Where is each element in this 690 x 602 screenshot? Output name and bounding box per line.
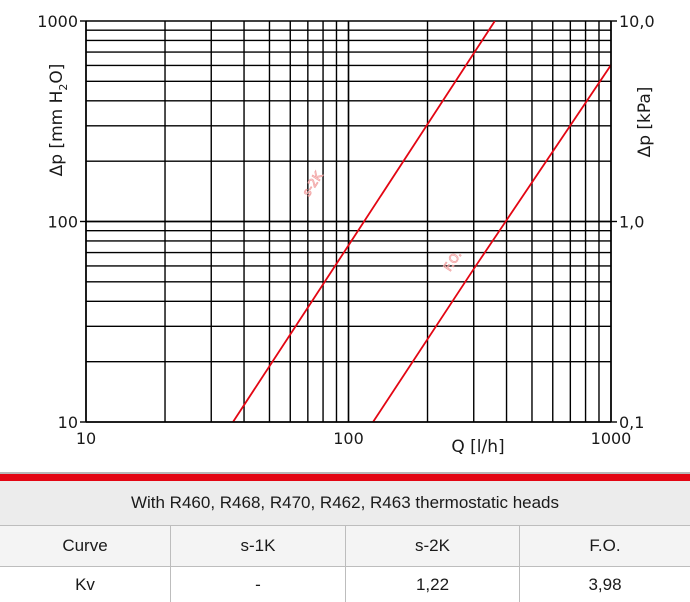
table-title-row: With R460, R468, R470, R462, R463 thermo… [0,481,690,526]
curve-s-2k [232,21,496,422]
x-axis-label: Q [l/h] [451,437,504,457]
header-s-2k: s-2K [345,525,520,567]
header-curve: Curve [0,525,171,567]
table-row: Kv - 1,22 3,98 [0,566,690,602]
y-axis-label-left: Δp [mm H2O] [47,64,70,177]
x-tick-label: 10 [76,429,96,448]
kv-fo: 3,98 [519,566,690,602]
y-tick-label-right: 0,1 [619,413,644,432]
curve-f-o- [372,64,611,422]
row-label-kv: Kv [0,566,171,602]
kv-table: With R460, R468, R470, R462, R463 thermo… [0,481,690,602]
table-header-row: Curve s-1K s-2K F.O. [0,525,690,567]
header-fo: F.O. [519,525,690,567]
y-tick-label-right: 1,0 [619,213,644,232]
y-tick-label: 10 [58,413,78,432]
section-divider [0,472,690,474]
y-tick-label-right: 10,0 [619,12,655,31]
x-tick-label: 1000 [591,429,632,448]
chart-grid [85,20,612,423]
y-tick-label: 100 [47,213,78,232]
y-tick-label: 1000 [37,12,78,31]
table-title: With R460, R468, R470, R462, R463 thermo… [0,481,690,526]
red-accent-bar [0,474,690,481]
kv-s-1k: - [170,566,346,602]
kv-s-2k: 1,22 [345,566,520,602]
x-tick-label: 100 [333,429,364,448]
curve-label: s-2K [300,168,327,198]
header-s-1k: s-1K [170,525,346,567]
y-axis-label-right: Δp [kPa] [635,87,655,158]
